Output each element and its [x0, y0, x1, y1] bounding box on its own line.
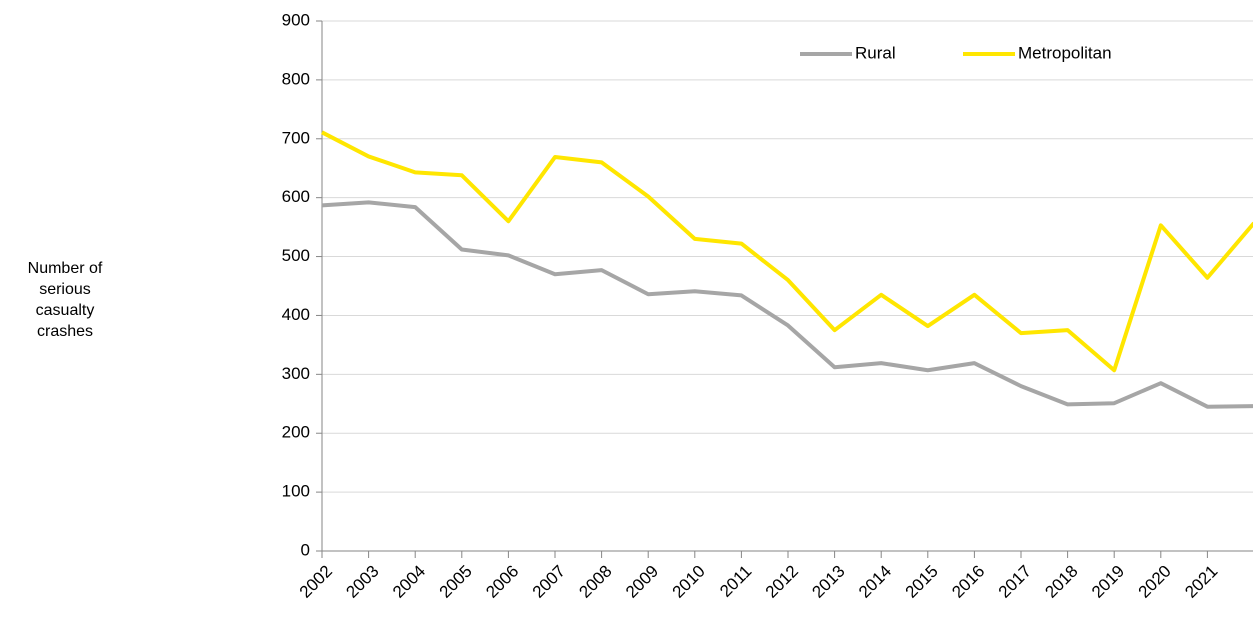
x-tick-label: 2003 — [342, 562, 382, 602]
x-tick-label: 2021 — [1181, 562, 1221, 602]
x-tick-label: 2010 — [669, 562, 709, 602]
x-tick-label: 2002 — [296, 562, 336, 602]
y-tick-label: 800 — [282, 69, 310, 88]
series-line — [321, 130, 1253, 373]
x-tick-label: 2019 — [1088, 562, 1128, 602]
y-tick-label: 300 — [282, 364, 310, 383]
y-tick-label: 400 — [282, 305, 310, 324]
legend-label: Rural — [855, 43, 896, 62]
legend-label: Metropolitan — [1018, 43, 1112, 62]
x-tick-label: 2005 — [436, 562, 476, 602]
x-tick-label: 2018 — [1041, 562, 1081, 602]
x-tick-label: 2004 — [389, 562, 429, 602]
y-tick-label: 600 — [282, 187, 310, 206]
x-tick-label: 2008 — [575, 562, 615, 602]
y-tick-label: 200 — [282, 423, 310, 442]
x-tick-label: 2013 — [808, 562, 848, 602]
x-tick-label: 2017 — [995, 562, 1035, 602]
y-axis-label: Number of serious casualty crashes — [27, 260, 103, 340]
x-tick-label: 2009 — [622, 562, 662, 602]
y-tick-label: 100 — [282, 482, 310, 501]
y-tick-label: 0 — [301, 540, 310, 559]
series-line — [321, 200, 1253, 409]
x-tick-label: 2012 — [762, 562, 802, 602]
y-tick-label: 700 — [282, 128, 310, 147]
x-tick-label: 2014 — [855, 562, 895, 602]
y-tick-label: 900 — [282, 10, 310, 29]
x-tick-label: 2007 — [529, 562, 569, 602]
y-tick-label: 500 — [282, 246, 310, 265]
x-tick-label: 2020 — [1135, 562, 1175, 602]
x-tick-label: 2016 — [948, 562, 988, 602]
x-tick-label: 2006 — [482, 562, 522, 602]
x-tick-label: 2011 — [716, 562, 755, 601]
x-tick-label: 2015 — [902, 562, 942, 602]
